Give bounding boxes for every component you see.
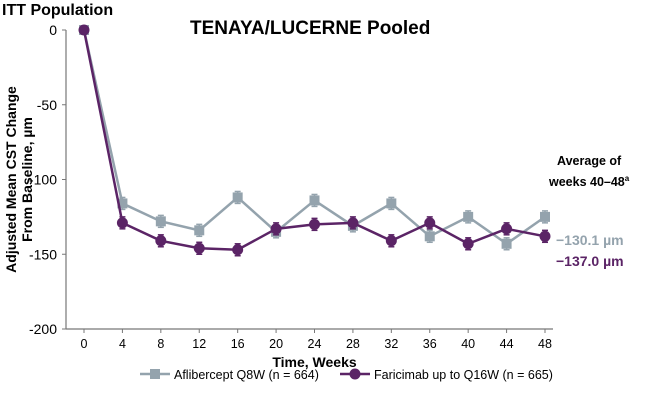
legend-marker [150, 369, 160, 379]
x-tick-label: 36 [423, 337, 437, 351]
data-point-circle [347, 217, 359, 229]
x-tick-label: 20 [269, 337, 283, 351]
data-point-square [424, 231, 435, 242]
y-axis-label-line: Adjusted Mean CST Change [3, 86, 19, 273]
series-line-0 [82, 29, 546, 246]
data-point-square [501, 238, 512, 249]
data-point-square [232, 192, 243, 203]
annotation-line2: weeks 40–48 [549, 175, 625, 190]
data-point-square [155, 216, 166, 227]
data-point-circle [539, 230, 551, 242]
legend-label: Faricimab up to Q16W (n = 665) [374, 368, 553, 382]
x-axis-label: Time, Weeks [272, 354, 357, 370]
x-tick-label: 4 [119, 337, 126, 351]
y-tick-label: -100 [29, 172, 57, 188]
legend-label: Aflibercept Q8W (n = 664) [174, 368, 319, 382]
end-value-label: −130.1 µm [556, 232, 624, 248]
annotation-line1: Average of [557, 154, 622, 168]
average-annotation: Average of weeks 40–48a [549, 152, 629, 191]
data-point-square [386, 198, 397, 209]
data-point-circle [501, 223, 513, 235]
data-point-circle [270, 223, 282, 235]
x-tick-label: 0 [81, 337, 88, 351]
data-point-circle [424, 217, 436, 229]
data-point-circle [385, 235, 397, 247]
y-axis-label-line: From Baseline, µm [19, 117, 35, 242]
y-axis-label: Adjusted Mean CST ChangeFrom Baseline, µ… [3, 86, 35, 273]
data-point-circle [116, 217, 128, 229]
y-tick-label: -50 [37, 97, 57, 113]
data-point-circle [78, 24, 90, 36]
x-tick-label: 8 [157, 337, 164, 351]
population-label: ITT Population [2, 2, 114, 19]
end-value-label: −137.0 µm [556, 253, 624, 269]
y-tick-label: 0 [49, 22, 57, 38]
data-point-circle [309, 218, 320, 230]
x-tick-label: 48 [538, 337, 552, 351]
legend-marker [349, 368, 361, 380]
x-tick-label: 44 [500, 337, 514, 351]
x-tick-label: 32 [384, 337, 398, 351]
x-tick-label: 40 [461, 337, 475, 351]
data-point-circle [155, 235, 167, 247]
x-tick-label: 28 [346, 337, 360, 351]
chart-title: TENAYA/LUCERNE Pooled [190, 18, 431, 39]
data-point-circle [232, 244, 244, 256]
y-tick-label: -150 [29, 246, 57, 262]
annotation-sup: a [624, 174, 630, 183]
data-point-square [463, 211, 474, 222]
data-point-square [194, 225, 205, 236]
data-point-circle [193, 242, 205, 254]
y-tick-label: -200 [29, 321, 57, 337]
data-point-square [117, 198, 128, 209]
x-tick-label: 12 [192, 337, 206, 351]
data-point-circle [462, 238, 474, 250]
data-point-square [309, 195, 320, 206]
x-tick-label: 24 [308, 337, 322, 351]
data-point-square [540, 211, 550, 222]
x-tick-label: 16 [231, 337, 245, 351]
